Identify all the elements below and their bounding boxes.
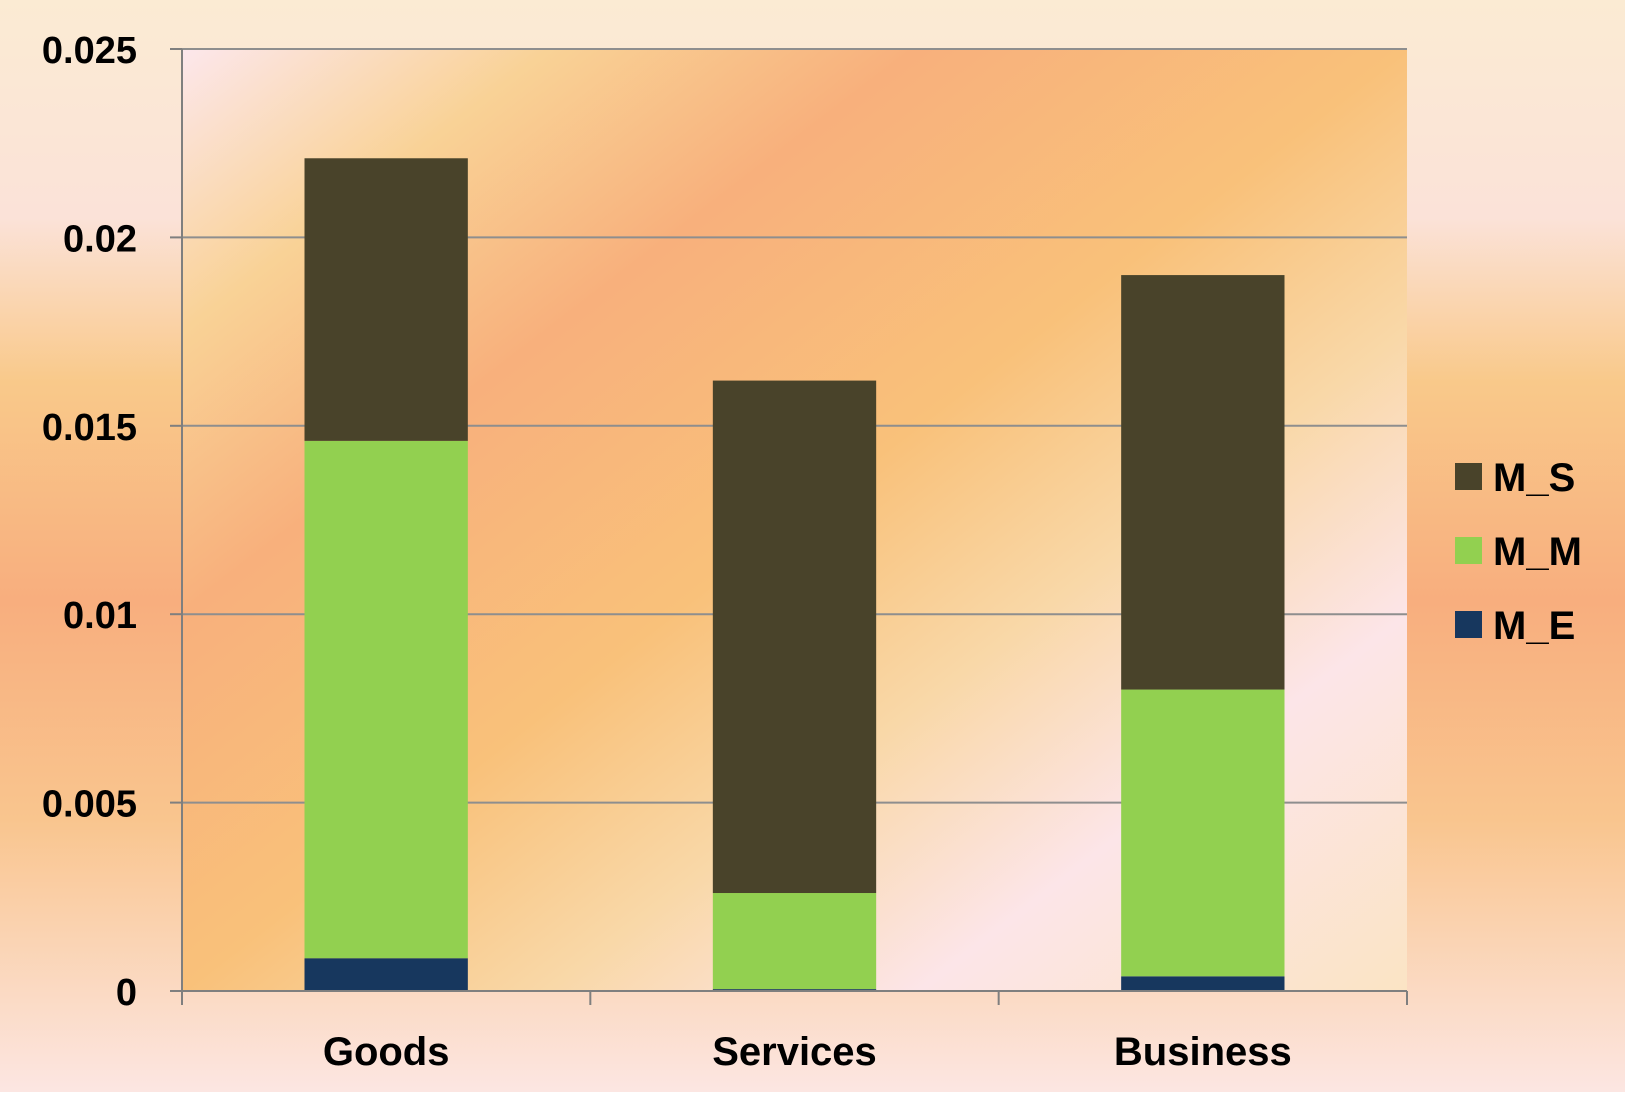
bar-m-s-goods <box>304 158 468 441</box>
x-tick-label: Business <box>1114 1030 1292 1074</box>
y-tick-label: 0.02 <box>63 218 137 260</box>
bar-m-s-business <box>1121 275 1285 690</box>
bar-m-m-services <box>712 893 877 990</box>
axes: 0 0.005 0.01 0.015 0.02 0.025 Goods Services Bus… <box>42 30 1408 1074</box>
bar-m-m-goods <box>304 440 468 959</box>
legend-swatch <box>1455 537 1482 564</box>
legend-swatch <box>1455 463 1482 490</box>
x-tick-label: Services <box>712 1030 877 1074</box>
bar-m-e-business <box>1121 976 1285 991</box>
y-tick-label: 0.01 <box>63 595 137 637</box>
y-tick-label: 0 <box>116 972 137 1014</box>
bars <box>304 158 1285 991</box>
x-tick-label: Goods <box>323 1030 450 1074</box>
y-tick-label: 0.025 <box>42 30 137 72</box>
bar-m-m-business <box>1121 689 1285 977</box>
legend-label: M_E <box>1493 604 1575 648</box>
y-tick-label: 0.015 <box>42 407 137 449</box>
legend-swatch <box>1455 611 1482 638</box>
bar-m-s-services <box>712 380 877 894</box>
legend-label: M_S <box>1493 456 1575 500</box>
y-tick-label: 0.005 <box>42 784 137 826</box>
legend: M_S M_M M_E <box>1455 456 1582 648</box>
legend-label: M_M <box>1493 530 1582 574</box>
bar-m-e-goods <box>304 958 468 991</box>
